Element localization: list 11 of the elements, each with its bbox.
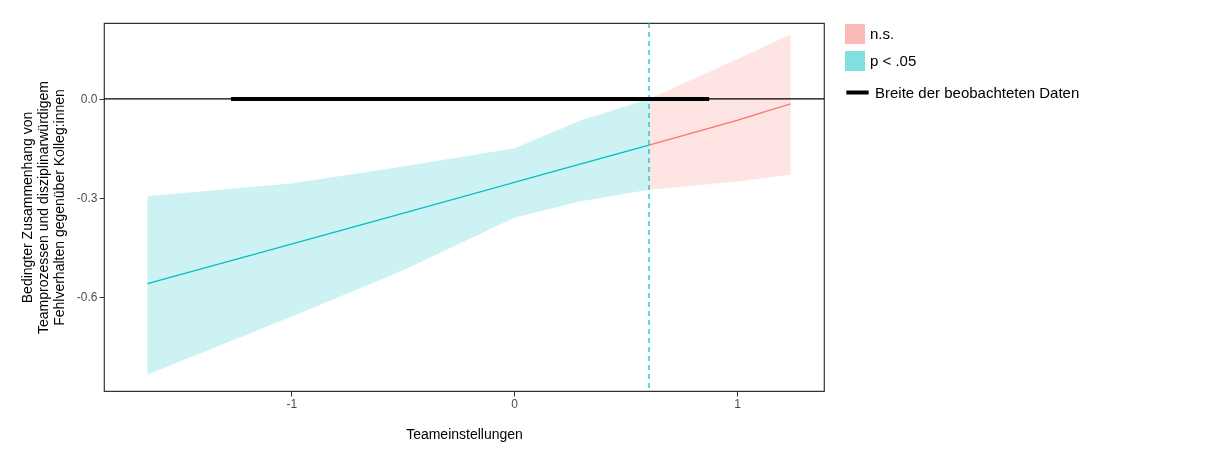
x-tick-label: 0 xyxy=(511,396,519,411)
y-tick-label: -0.6 xyxy=(76,290,98,305)
y-tick-label: -0.3 xyxy=(76,191,98,206)
y-tick-label: 0.0 xyxy=(80,92,98,107)
y-axis-title: Bedingter Zusammenhang von Teamprozessen und disziplinarwürdigem Fehlverhalten gegenüber Kolleg:innen xyxy=(18,81,67,334)
x-tick-label: 1 xyxy=(734,396,742,411)
x-axis-title: Teameinstellungen xyxy=(406,425,523,442)
legend-label: p < .05 xyxy=(870,52,917,69)
legend-label: Breite der beobachteten Daten xyxy=(875,83,1080,101)
legend-label: n.s. xyxy=(870,25,895,42)
x-tick-label: -1 xyxy=(286,396,298,411)
